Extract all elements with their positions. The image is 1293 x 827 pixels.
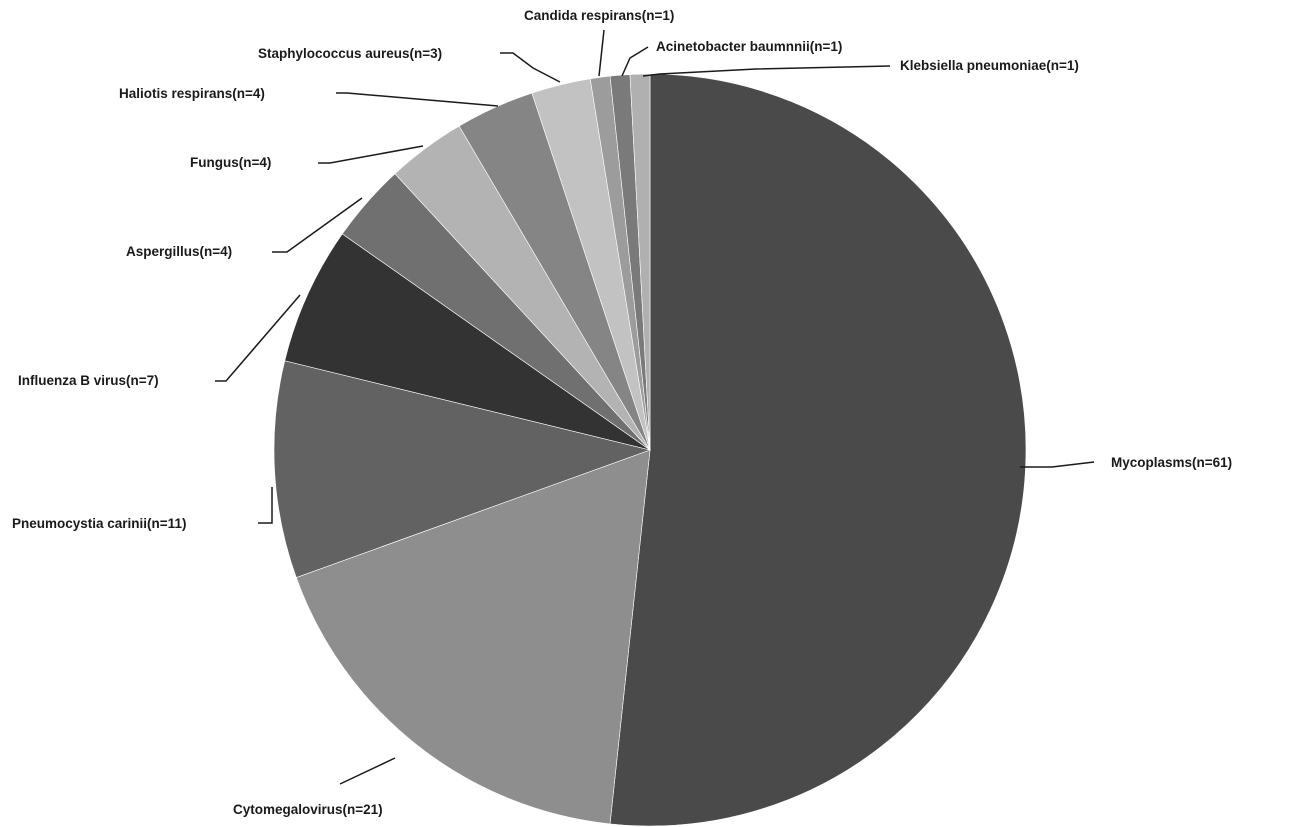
leader-line-staphylococcus-aureus [500,52,561,83]
leader-line-pneumocystia-carinii [258,487,273,524]
slice-label-haliotis-respirans: Haliotis respirans(n=4) [119,86,265,101]
slice-label-mycoplasms: Mycoplasms(n=61) [1111,455,1232,470]
pie-slice-influenza-b-virus [284,233,651,451]
pie-slice-mycoplasms [609,73,1027,827]
pie-slice-cytomegalovirus [295,449,651,825]
leader-lines [215,29,1095,785]
slice-labels: Mycoplasms(n=61) Cytomegalovirus(n=21) Pne… [12,8,1232,817]
slice-label-aspergillus: Aspergillus(n=4) [126,244,232,259]
leader-line-haliotis-respirans [336,92,499,107]
leader-line-fungus [318,145,424,164]
slice-label-staphylococcus-aureus: Staphylococcus aureus(n=3) [258,46,442,61]
pie-slice-klebsiella-pneumoniae [629,73,651,451]
slice-label-cytomegalovirus: Cytomegalovirus(n=21) [233,802,383,817]
slice-label-influenza-b-virus: Influenza B virus(n=7) [18,373,159,388]
leader-line-mycoplasms [1020,461,1095,468]
leader-line-aspergillus [272,197,363,253]
leader-line-candida-respirans [598,29,605,77]
pie-slices [273,73,1027,827]
leader-line-acinetobacter-baumnnii [621,46,649,77]
slice-label-candida-respirans: Candida respirans(n=1) [524,8,674,23]
slice-label-pneumocystia-carinii: Pneumocystia carinii(n=11) [12,516,186,531]
leader-line-klebsiella-pneumoniae [642,65,891,77]
leader-line-cytomegalovirus [339,757,396,785]
leader-line-influenza-b-virus [215,294,301,382]
slice-label-fungus: Fungus(n=4) [190,155,271,170]
slice-label-acinetobacter-baumnnii: Acinetobacter baumnnii(n=1) [656,39,842,54]
pie-slice-pneumocystia-carinii [273,360,652,578]
slice-label-klebsiella-pneumoniae: Klebsiella pneumoniae(n=1) [900,58,1079,73]
